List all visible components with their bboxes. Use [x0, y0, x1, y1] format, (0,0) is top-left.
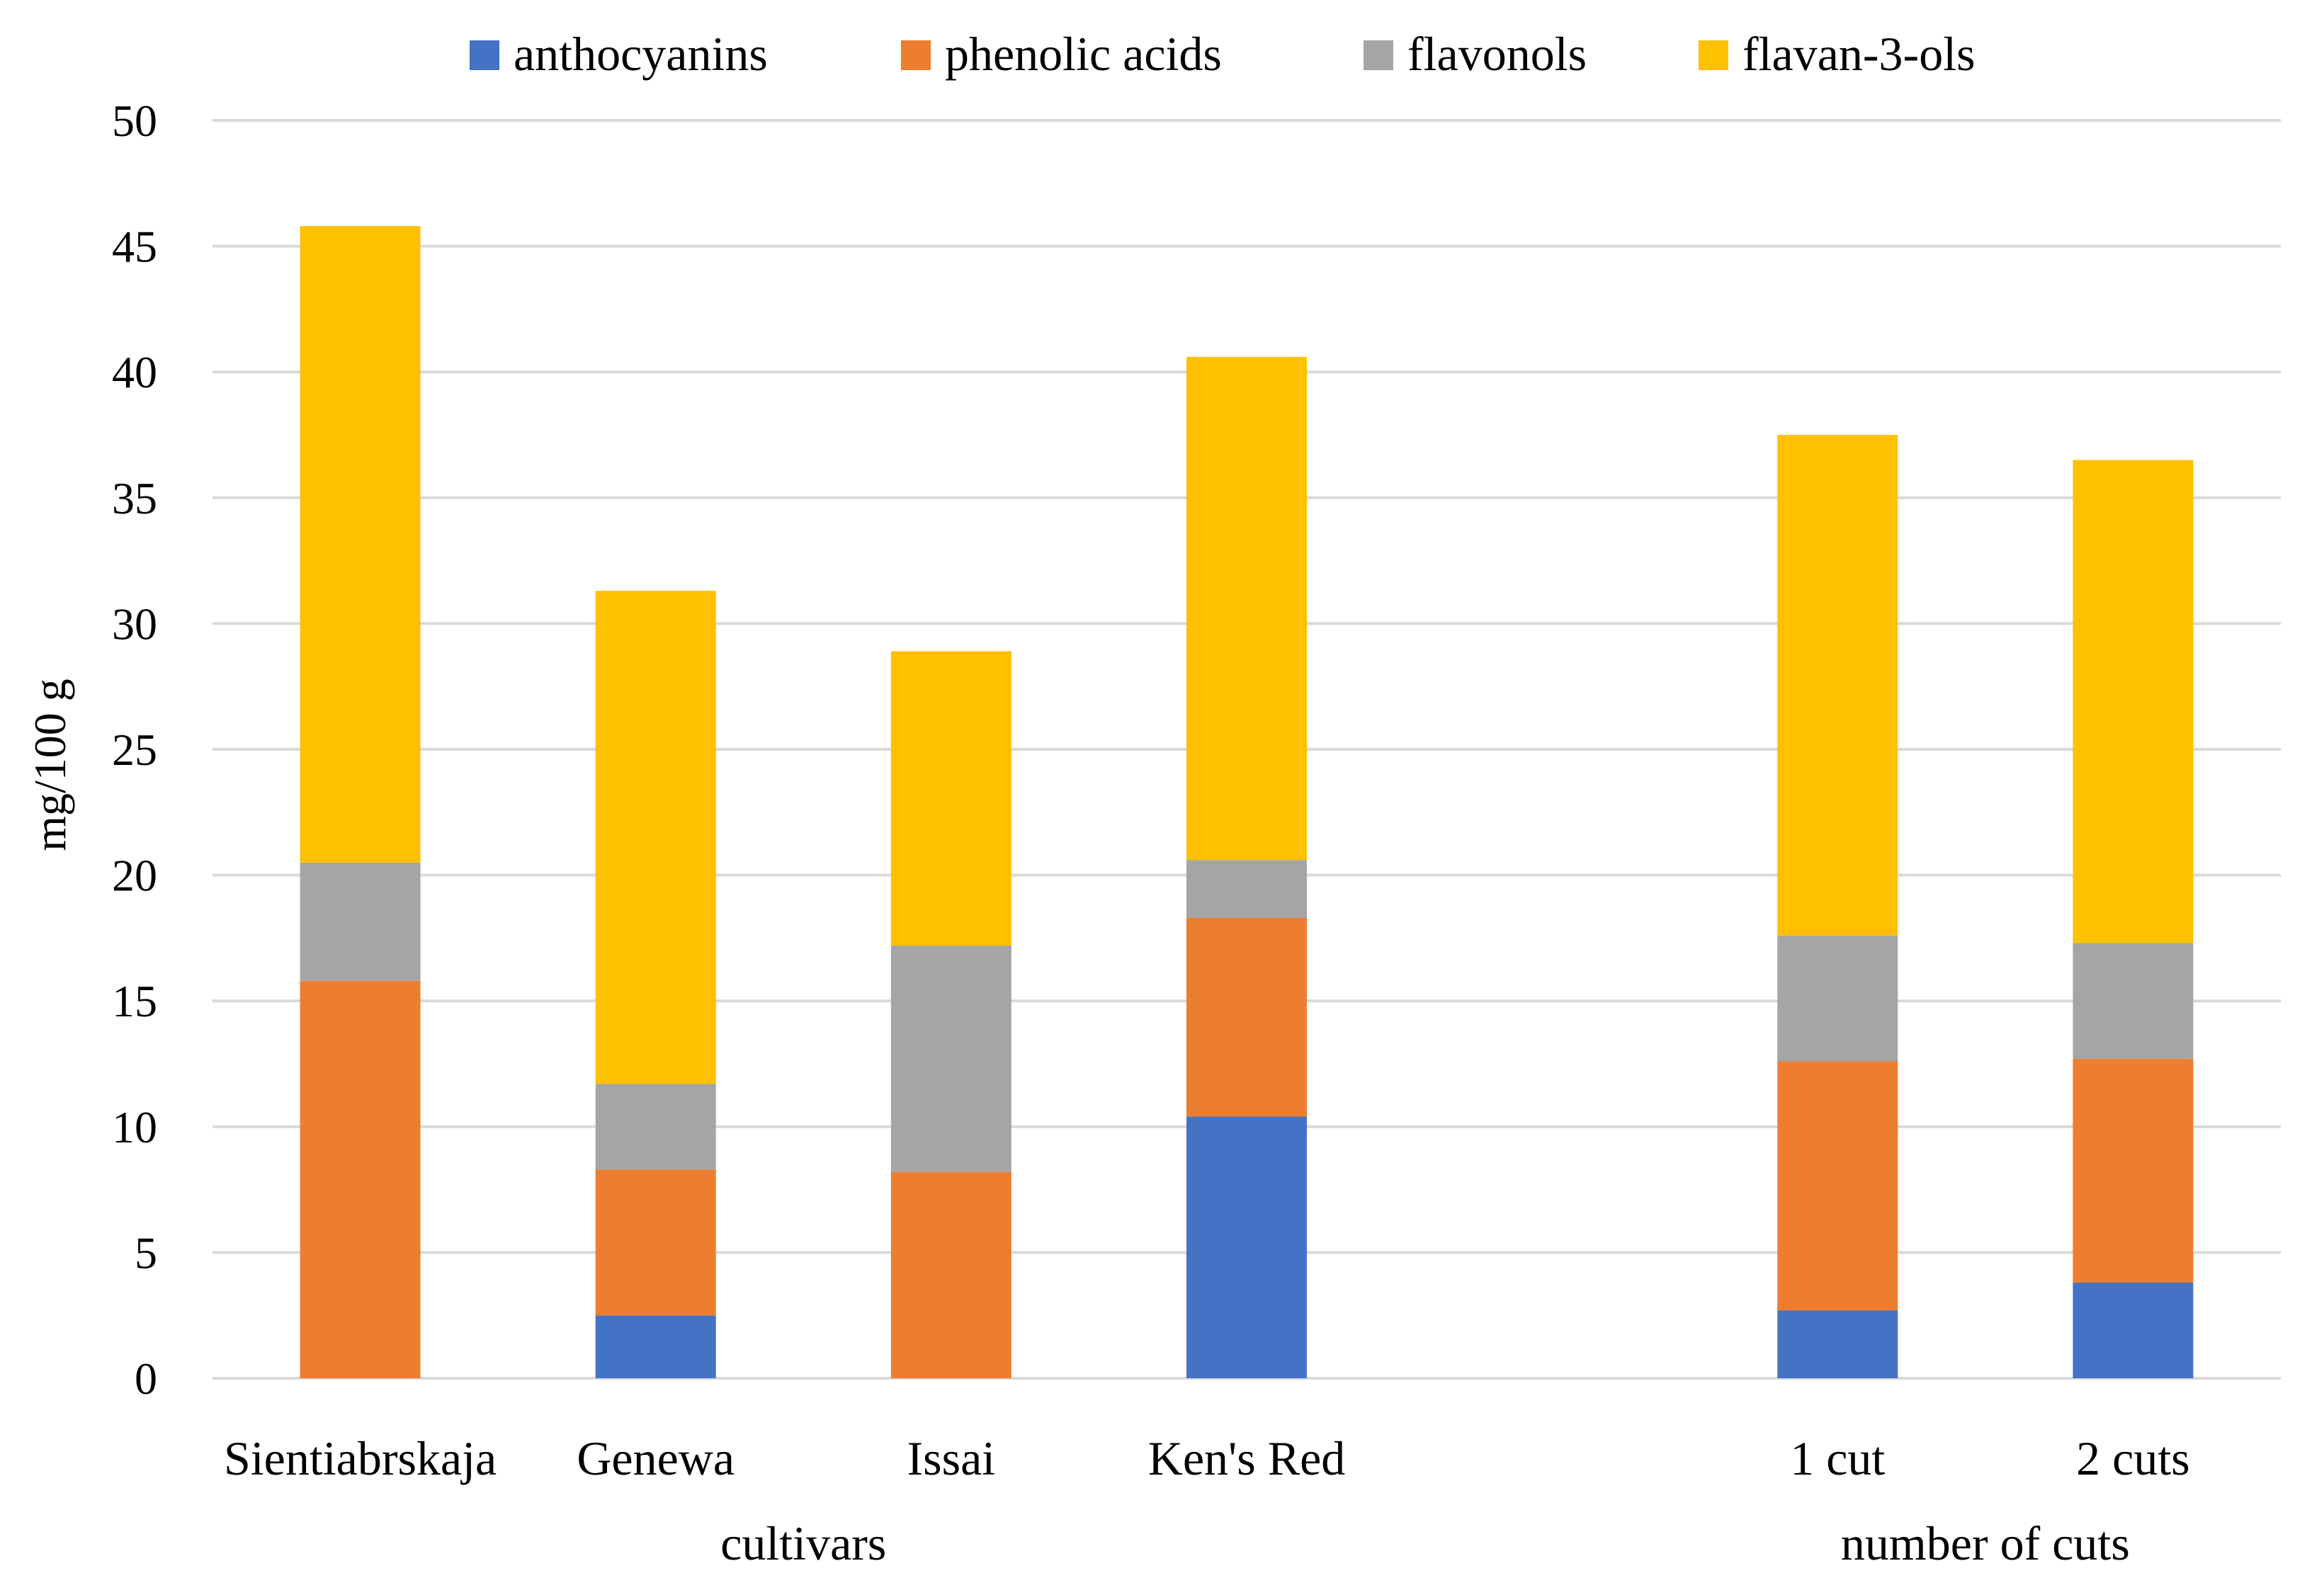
legend-swatch-flavan-3-ols: [1699, 40, 1728, 70]
legend-label-anthocyanins: anthocyanins: [514, 27, 768, 81]
y-tick-label-45: 45: [112, 222, 157, 272]
x-tick-label-1-cut: 1 cut: [1790, 1431, 1885, 1485]
y-tick-label-35: 35: [112, 473, 157, 523]
y-axis-title: mg/100 g: [25, 679, 75, 851]
legend-swatch-phenolic-acids: [901, 40, 931, 70]
bar-flavan-3-ols-issai: [890, 651, 1011, 946]
bar-phenolic-acids-ken-s-red: [1186, 917, 1307, 1117]
bar-anthocyanins-2-cuts: [2073, 1283, 2194, 1378]
y-tick-label-20: 20: [112, 851, 157, 901]
group-label-cultivars: cultivars: [720, 1516, 886, 1570]
x-axis-category-labels: Sientiabrskaja Genewa Issai Ken's Red 1 cut 2…: [224, 1431, 2190, 1485]
legend: anthocyanins phenolic acids flavonols flava…: [470, 27, 1976, 81]
x-tick-label-ken-s-red: Ken's Red: [1148, 1431, 1346, 1485]
bar-flavan-3-ols-2-cuts: [2073, 460, 2194, 943]
x-tick-label-genewa: Genewa: [577, 1431, 735, 1485]
bar-phenolic-acids-2-cuts: [2073, 1058, 2194, 1283]
bar-phenolic-acids-genewa: [595, 1169, 716, 1316]
y-tick-label-5: 5: [135, 1227, 157, 1278]
bar-anthocyanins-ken-s-red: [1186, 1116, 1307, 1378]
y-tick-label-25: 25: [112, 725, 157, 775]
bars: [300, 226, 2194, 1378]
bar-flavonols-genewa: [595, 1084, 716, 1170]
bar-flavan-3-ols-1-cut: [1777, 435, 1898, 936]
bar-phenolic-acids-sientiabrskaja: [300, 980, 421, 1378]
bar-flavan-3-ols-ken-s-red: [1186, 356, 1307, 861]
x-tick-label-sientiabrskaja: Sientiabrskaja: [224, 1431, 497, 1485]
x-tick-label-issai: Issai: [907, 1431, 996, 1485]
legend-label-flavan-3-ols: flavan-3-ols: [1742, 27, 1976, 81]
bar-phenolic-acids-issai: [890, 1171, 1011, 1378]
bar-phenolic-acids-1-cut: [1777, 1061, 1898, 1311]
bar-flavonols-ken-s-red: [1186, 860, 1307, 918]
legend-label-flavonols: flavonols: [1407, 27, 1587, 81]
bar-flavonols-sientiabrskaja: [300, 862, 421, 981]
y-tick-label-30: 30: [112, 598, 157, 649]
bar-flavonols-2-cuts: [2073, 943, 2194, 1059]
bar-flavan-3-ols-sientiabrskaja: [300, 226, 421, 863]
x-axis-group-labels: cultivars number of cuts: [720, 1516, 2130, 1570]
x-tick-label-2-cuts: 2 cuts: [2076, 1431, 2190, 1485]
group-label-number-of-cuts: number of cuts: [1841, 1516, 2130, 1570]
legend-swatch-anthocyanins: [470, 40, 499, 70]
legend-label-phenolic-acids: phenolic acids: [945, 27, 1222, 81]
legend-swatch-flavonols: [1364, 40, 1393, 70]
bar-flavan-3-ols-genewa: [595, 591, 716, 1084]
bar-anthocyanins-genewa: [595, 1315, 716, 1378]
y-tick-label-50: 50: [112, 96, 157, 146]
y-tick-label-0: 0: [135, 1353, 157, 1404]
bar-flavonols-issai: [890, 946, 1011, 1172]
y-tick-label-15: 15: [112, 976, 157, 1026]
y-axis-ticks: 0 5 10 15 20 25 30 35 40 45 50: [112, 96, 157, 1404]
y-tick-label-40: 40: [112, 347, 157, 397]
bar-anthocyanins-1-cut: [1777, 1310, 1898, 1378]
bar-flavonols-1-cut: [1777, 935, 1898, 1062]
y-tick-label-10: 10: [112, 1102, 157, 1152]
